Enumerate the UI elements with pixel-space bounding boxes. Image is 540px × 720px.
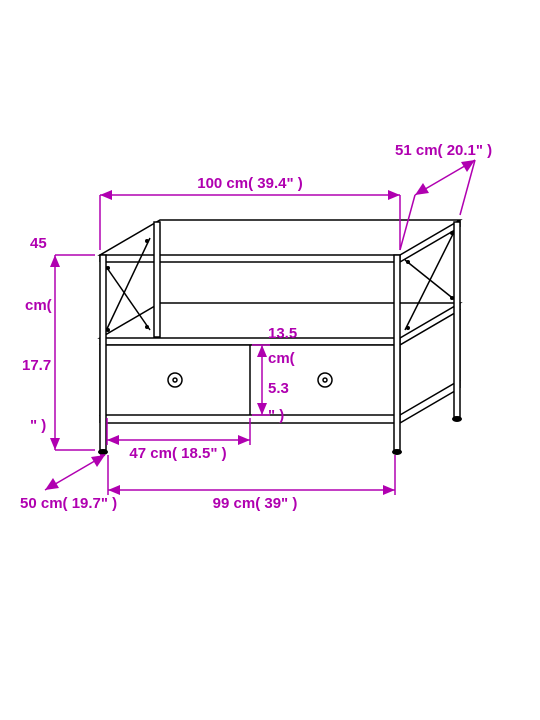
svg-text:13.5: 13.5 xyxy=(268,325,297,342)
dim-left-height: 45 cm( 17.7 " ) xyxy=(22,235,95,450)
dim-top-width-label: 100 cm( 39.4" ) xyxy=(197,175,303,192)
dim-drawer-width: 47 cm( 18.5" ) xyxy=(107,418,250,462)
dim-left-height-label-cm: 45 xyxy=(30,235,47,252)
dim-left-depth-label: 50 cm( 19.7" ) xyxy=(20,495,117,512)
dim-bottom-width: 99 cm( 39" ) xyxy=(108,455,395,512)
dim-top-depth-label: 51 cm( 20.1" ) xyxy=(395,142,492,159)
dim-drawer-width-label: 47 cm( 18.5" ) xyxy=(129,445,226,462)
svg-text:5.3: 5.3 xyxy=(268,380,289,397)
furniture-dimension-diagram: 100 cm( 39.4" ) 51 cm( 20.1" ) 45 cm( xyxy=(0,0,540,720)
svg-text:17.7: 17.7 xyxy=(22,357,51,374)
svg-text:" ): " ) xyxy=(268,407,284,424)
svg-text:cm(: cm( xyxy=(25,297,52,314)
dim-bottom-width-label: 99 cm( 39" ) xyxy=(213,495,298,512)
svg-text:cm(: cm( xyxy=(268,350,295,367)
dim-left-depth: 50 cm( 19.7" ) xyxy=(20,455,117,512)
svg-text:" ): " ) xyxy=(30,417,46,434)
